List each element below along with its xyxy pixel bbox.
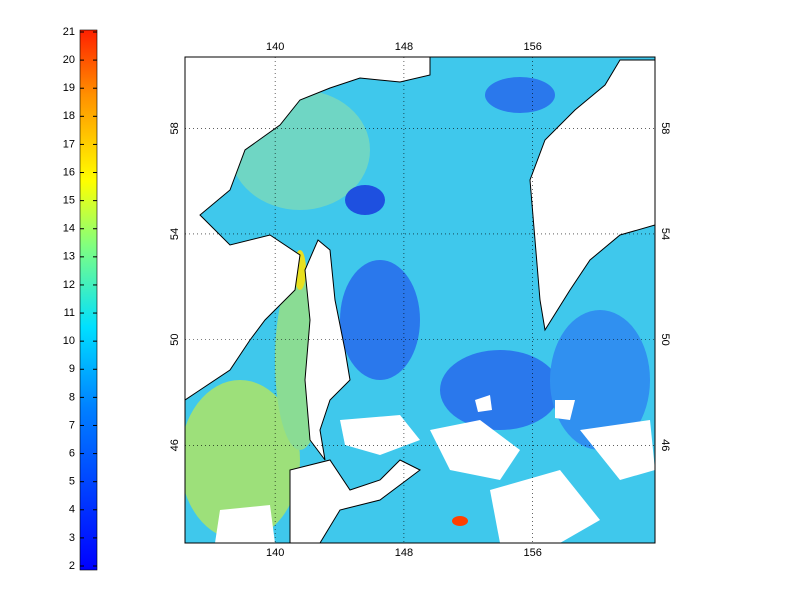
colorbar-label: 9 [69, 363, 75, 375]
lon-label-bottom: 148 [395, 547, 413, 559]
colorbar-label: 17 [63, 138, 75, 150]
lon-label-bottom: 140 [266, 547, 284, 559]
lat-label-right: 54 [659, 228, 671, 240]
colorbar-label: 16 [63, 166, 75, 178]
colorbar-label: 10 [63, 335, 75, 347]
colorbar-label: 3 [69, 532, 75, 544]
colorbar-label: 11 [64, 307, 75, 319]
colorbar [79, 29, 98, 571]
lat-label-right: 58 [659, 122, 671, 134]
lat-label-right: 50 [659, 333, 671, 345]
lat-label-left: 58 [169, 122, 181, 134]
lon-label-bottom: 156 [523, 547, 541, 559]
colorbar-label: 6 [69, 447, 75, 459]
colorbar-label: 14 [63, 223, 75, 235]
lon-label-top: 140 [266, 41, 284, 53]
colorbar-label: 2 [69, 560, 75, 572]
lat-label-left: 50 [169, 333, 181, 345]
lon-label-top: 148 [395, 41, 413, 53]
colorbar-label: 4 [69, 504, 75, 516]
lat-label-right: 46 [659, 439, 671, 451]
colorbar-label: 7 [69, 419, 75, 431]
map-frame [184, 56, 656, 544]
lat-label-left: 46 [169, 439, 181, 451]
colorbar-label: 12 [63, 279, 75, 291]
colorbar-label: 8 [69, 391, 75, 403]
land-and-gaps [185, 57, 655, 543]
colorbar-label: 13 [63, 251, 75, 263]
lat-label-left: 54 [169, 228, 181, 240]
colorbar-label: 21 [63, 26, 75, 38]
colorbar-label: 20 [63, 54, 75, 66]
lon-label-top: 156 [523, 41, 541, 53]
colorbar-label: 5 [69, 476, 75, 488]
colorbar-label: 15 [63, 195, 75, 207]
colorbar-label: 19 [63, 82, 75, 94]
colorbar-label: 18 [63, 110, 75, 122]
